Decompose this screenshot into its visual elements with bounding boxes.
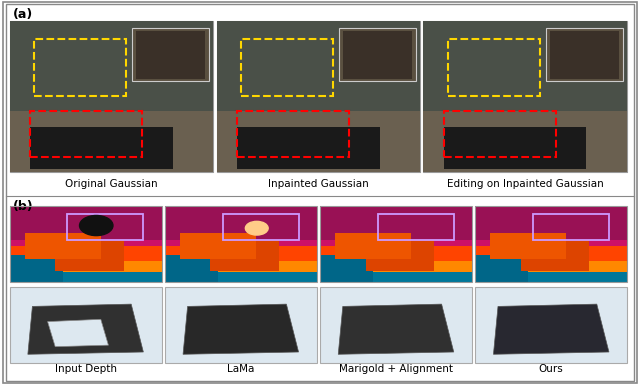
- Bar: [10, 21, 213, 111]
- Bar: [165, 206, 317, 282]
- Bar: [165, 255, 218, 282]
- Bar: [30, 127, 173, 169]
- Bar: [533, 214, 609, 240]
- Circle shape: [79, 216, 113, 236]
- Bar: [10, 246, 161, 263]
- Bar: [448, 39, 540, 96]
- Text: Inpainted Gaussian: Inpainted Gaussian: [268, 179, 369, 189]
- Bar: [320, 206, 472, 282]
- Bar: [476, 206, 627, 240]
- Bar: [10, 255, 63, 282]
- Text: Original Gaussian: Original Gaussian: [65, 179, 158, 189]
- Bar: [241, 39, 333, 96]
- Bar: [476, 261, 627, 273]
- Bar: [165, 261, 317, 273]
- FancyBboxPatch shape: [10, 21, 213, 172]
- Bar: [320, 206, 472, 240]
- Bar: [546, 28, 623, 81]
- Bar: [490, 233, 566, 259]
- Polygon shape: [183, 304, 298, 354]
- FancyBboxPatch shape: [424, 21, 627, 172]
- Bar: [10, 272, 161, 282]
- Bar: [136, 31, 205, 79]
- Bar: [237, 111, 349, 157]
- Bar: [10, 261, 161, 273]
- Bar: [165, 287, 317, 363]
- Bar: [10, 206, 161, 240]
- Bar: [165, 246, 317, 263]
- Bar: [444, 127, 586, 169]
- Bar: [320, 287, 472, 363]
- Bar: [320, 255, 373, 282]
- Bar: [216, 111, 420, 172]
- Bar: [165, 206, 317, 248]
- Circle shape: [245, 221, 268, 235]
- Bar: [25, 233, 101, 259]
- Bar: [67, 214, 143, 240]
- Bar: [10, 206, 161, 248]
- Bar: [30, 111, 142, 157]
- Text: Editing on Inpainted Gaussian: Editing on Inpainted Gaussian: [447, 179, 604, 189]
- Text: Marigold + Alignment: Marigold + Alignment: [339, 364, 453, 374]
- Polygon shape: [339, 304, 454, 354]
- Bar: [339, 28, 416, 81]
- Bar: [476, 246, 627, 263]
- Bar: [476, 272, 627, 282]
- Bar: [521, 236, 589, 271]
- Text: Ours: Ours: [539, 364, 564, 374]
- Bar: [55, 236, 124, 271]
- Bar: [320, 261, 472, 273]
- Bar: [320, 246, 472, 263]
- Polygon shape: [493, 304, 609, 354]
- Bar: [10, 287, 161, 363]
- Polygon shape: [47, 319, 108, 346]
- Bar: [165, 272, 317, 282]
- Bar: [476, 206, 627, 248]
- Bar: [342, 31, 412, 79]
- Bar: [476, 255, 529, 282]
- Bar: [180, 233, 256, 259]
- Bar: [476, 287, 627, 363]
- Bar: [237, 127, 380, 169]
- Bar: [378, 214, 454, 240]
- Bar: [211, 236, 279, 271]
- Bar: [34, 39, 125, 96]
- Bar: [320, 272, 472, 282]
- Polygon shape: [28, 304, 143, 354]
- FancyBboxPatch shape: [216, 21, 420, 172]
- Bar: [165, 206, 317, 240]
- Bar: [132, 28, 209, 81]
- Bar: [216, 21, 420, 111]
- Text: (b): (b): [13, 200, 33, 213]
- Bar: [10, 206, 161, 282]
- Bar: [476, 206, 627, 282]
- Bar: [424, 21, 627, 111]
- Bar: [550, 31, 620, 79]
- Text: Input Depth: Input Depth: [54, 364, 116, 374]
- Bar: [365, 236, 434, 271]
- Bar: [320, 206, 472, 248]
- Text: LaMa: LaMa: [227, 364, 255, 374]
- Bar: [10, 111, 213, 172]
- Bar: [335, 233, 412, 259]
- Bar: [424, 111, 627, 172]
- Bar: [223, 214, 298, 240]
- Text: (a): (a): [13, 8, 33, 21]
- Bar: [444, 111, 556, 157]
